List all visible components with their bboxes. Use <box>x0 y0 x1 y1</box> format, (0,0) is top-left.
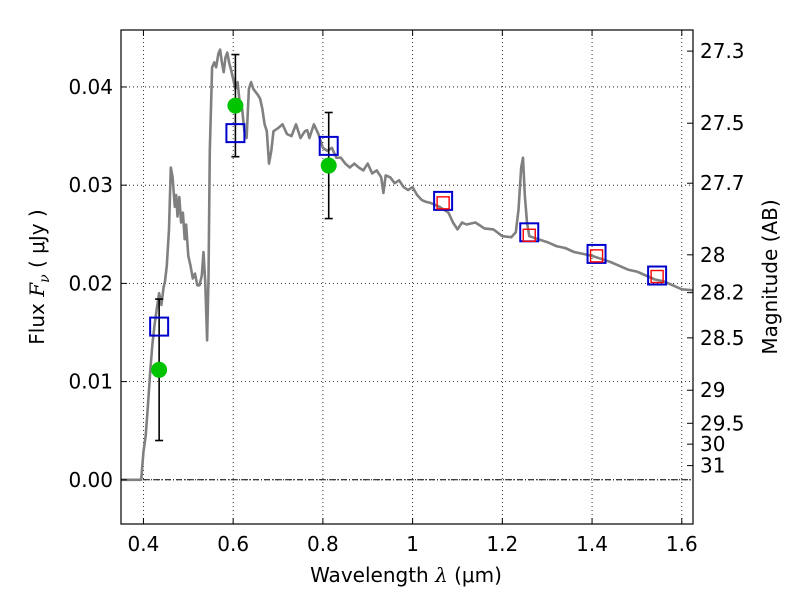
plot-frame <box>120 29 694 525</box>
y-tick-label: 0.03 <box>68 173 113 197</box>
model-flux-square <box>586 243 607 264</box>
ticks: 0.4 0.6 0.8 1 1.2 1.4 1.6 0.00 0.01 0.02 0.03 0.04 2… <box>68 30 745 556</box>
x-tick-label: 1.6 <box>666 532 698 556</box>
y-tick-label: 0.00 <box>68 468 113 492</box>
grid <box>121 30 693 524</box>
right-axis-label: Magnitude (AB) <box>758 199 782 354</box>
model-flux-square <box>149 316 170 337</box>
x-tick-label: 1.4 <box>576 532 608 556</box>
right-tick-label: 29.5 <box>700 411 745 435</box>
x-tick-label: 0.8 <box>307 532 339 556</box>
right-tick-label: 28.2 <box>700 281 745 305</box>
model-flux-square <box>647 265 668 286</box>
observed-flux-point <box>227 97 244 114</box>
x-tick-label: 0.4 <box>128 532 160 556</box>
y-tick-label: 0.01 <box>68 370 113 394</box>
observed-flux-point <box>151 361 168 378</box>
y-axis-label: Flux Fν ( μJy ) <box>25 209 53 344</box>
x-tick-label: 0.6 <box>217 532 249 556</box>
data-layer <box>121 48 694 482</box>
red-square-marker <box>522 228 536 242</box>
red-square-marker <box>650 269 664 284</box>
red-square-marker <box>589 249 604 263</box>
right-tick-label: 31 <box>700 454 725 478</box>
model-sed-line <box>121 48 694 482</box>
right-tick-label: 27.3 <box>700 39 745 63</box>
right-tick-label: 27.7 <box>700 171 745 195</box>
right-tick-label: 27.5 <box>700 111 745 135</box>
model-flux-square <box>433 190 454 211</box>
x-tick-label: 1 <box>406 532 419 556</box>
red-square-marker <box>436 196 450 210</box>
right-tick-label: 28.5 <box>700 326 745 350</box>
y-tick-label: 0.04 <box>68 75 113 99</box>
x-tick-label: 1.2 <box>486 532 518 556</box>
right-tick-label: 29 <box>700 378 725 402</box>
observed-flux-point <box>320 157 337 174</box>
x-axis-label: Wavelength λ (μm) <box>310 563 502 587</box>
y-tick-label: 0.02 <box>68 271 113 295</box>
model-flux-square <box>318 135 339 156</box>
right-tick-label: 28 <box>700 243 725 267</box>
model-flux-square <box>225 123 246 144</box>
right-tick-label: 30 <box>700 432 725 456</box>
